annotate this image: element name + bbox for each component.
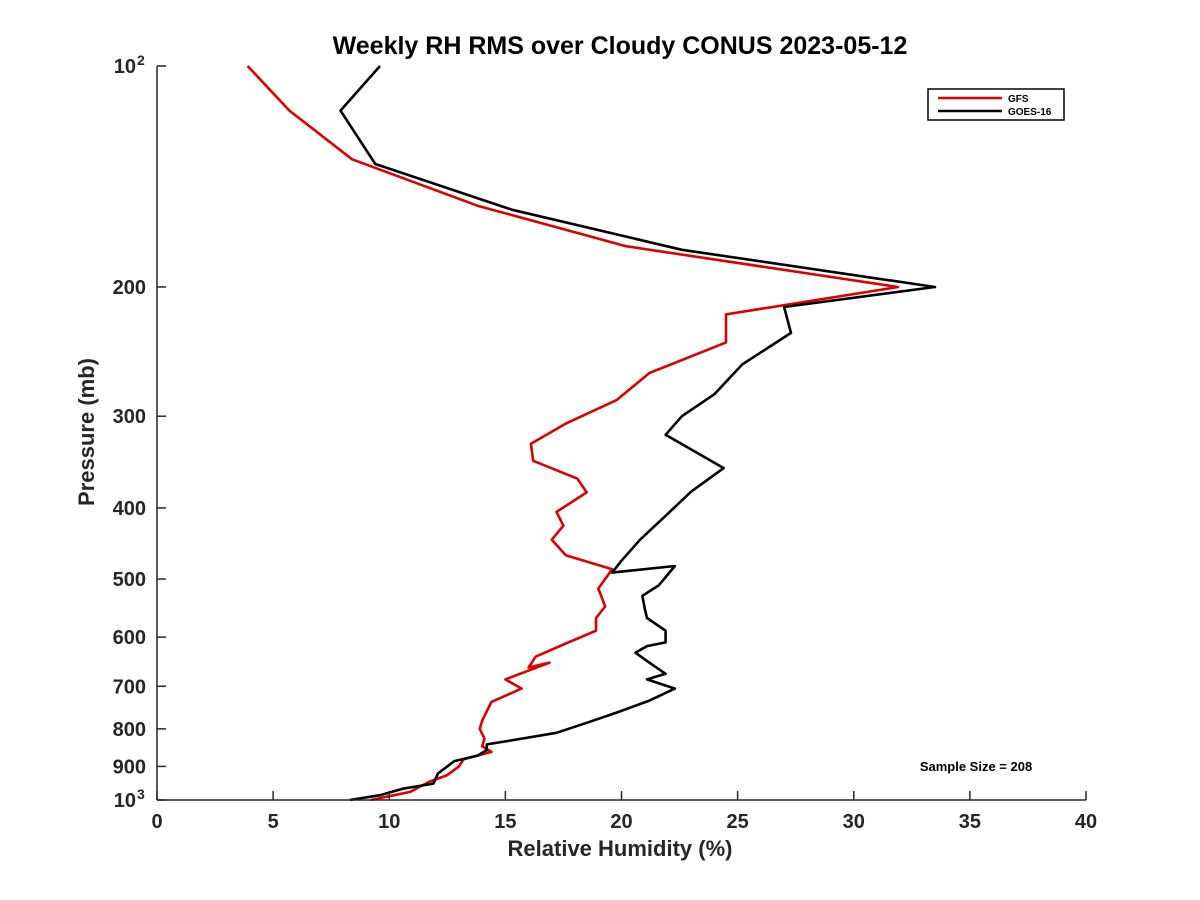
series-line-goes-16	[339, 65, 937, 802]
x-tick-label: 30	[843, 811, 865, 833]
y-tick-label: 10	[114, 790, 136, 812]
series-line-gfs	[246, 65, 900, 802]
y-tick-label: 500	[113, 569, 146, 591]
legend-label-gfs: GFS	[1008, 94, 1029, 105]
legend: GFS GOES-16	[927, 88, 1065, 121]
sample-size-annotation: Sample Size = 208	[920, 759, 1032, 774]
chart-title: Weekly RH RMS over Cloudy CONUS 2023-05-…	[333, 32, 908, 60]
x-tick-label: 35	[959, 811, 981, 833]
y-tick-exponent: 3	[137, 786, 145, 802]
x-tick-label: 0	[151, 811, 162, 833]
x-tick-label: 25	[727, 811, 749, 833]
y-tick-label: 700	[113, 676, 146, 698]
y-tick-label: 200	[113, 277, 146, 299]
y-tick-label: 800	[113, 719, 146, 741]
x-tick-label: 20	[610, 811, 632, 833]
y-tick-label: 600	[113, 627, 146, 649]
y-tick-label: 400	[113, 498, 146, 520]
legend-box	[927, 88, 1065, 121]
x-axis-label: Relative Humidity (%)	[508, 836, 733, 861]
legend-label-goes-16: GOES-16	[1008, 107, 1052, 118]
x-tick-label: 10	[378, 811, 400, 833]
x-tick-label: 40	[1075, 811, 1097, 833]
y-tick-exponent: 2	[137, 52, 145, 68]
y-tick-label: 10	[114, 56, 136, 78]
x-ticks: 0 5 10 15 20 25 30 35 40	[151, 791, 1097, 833]
y-axis-label: Pressure (mb)	[74, 358, 99, 506]
series-group	[246, 65, 937, 802]
axes	[156, 66, 1086, 801]
y-tick-label: 300	[113, 406, 146, 428]
x-tick-label: 15	[494, 811, 516, 833]
y-tick-label: 900	[113, 756, 146, 778]
x-tick-label: 5	[268, 811, 279, 833]
